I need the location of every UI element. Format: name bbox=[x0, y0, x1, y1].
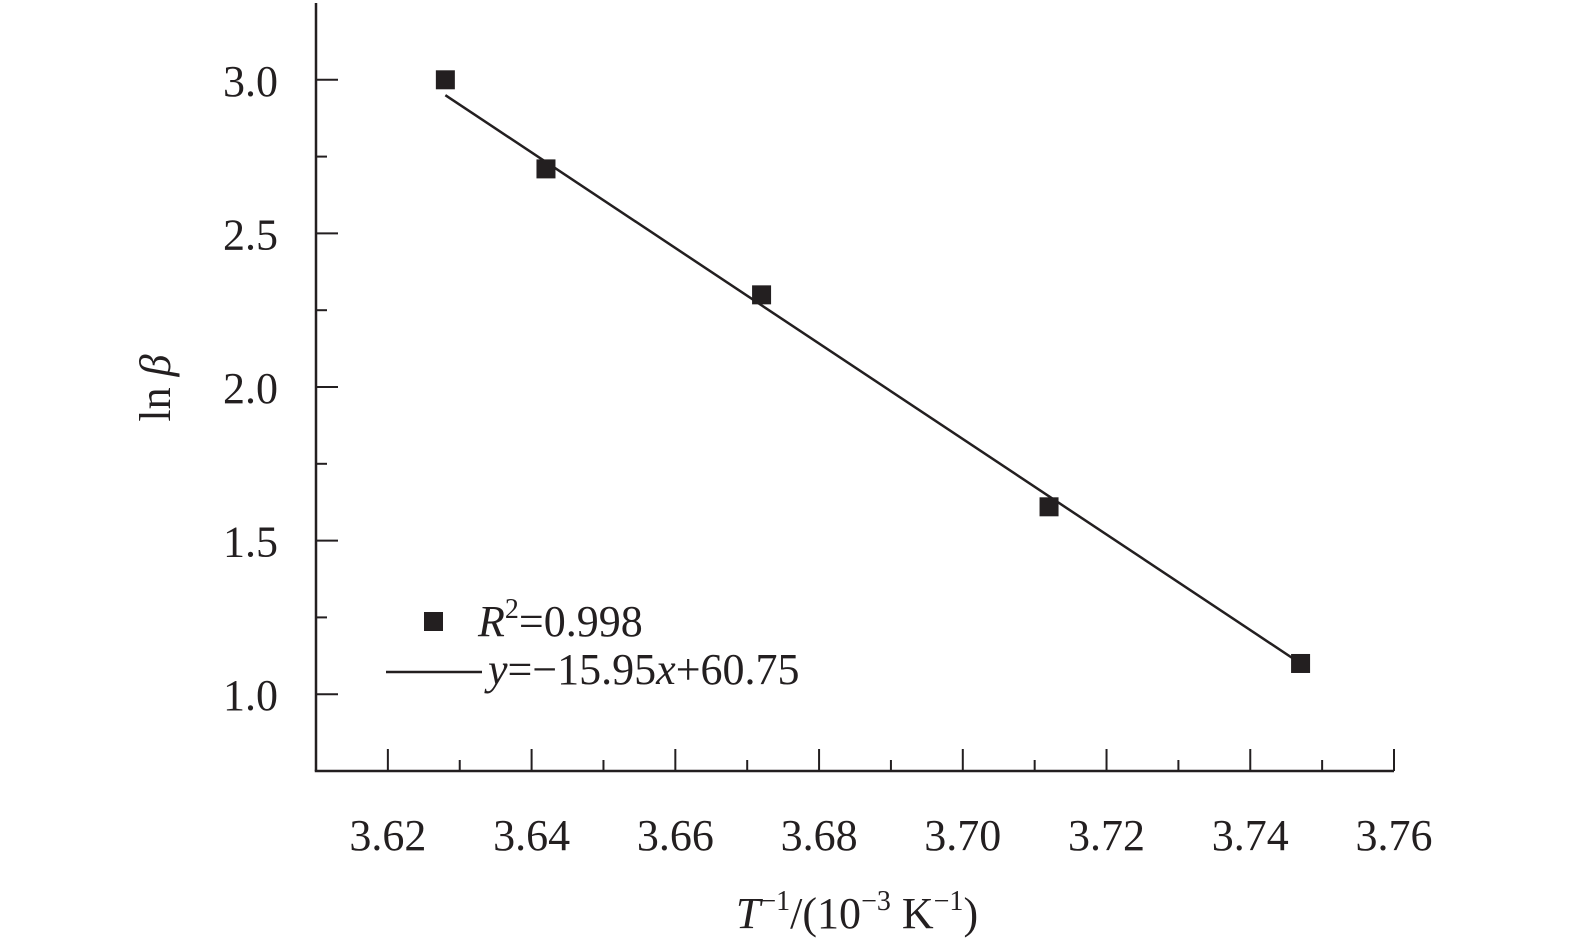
x-axis-title-exp3: −1 bbox=[934, 886, 964, 917]
data-points bbox=[435, 70, 1311, 673]
legend-r2-value: =0.998 bbox=[519, 597, 643, 646]
data-point bbox=[536, 159, 556, 179]
ticks bbox=[316, 78, 1395, 771]
x-axis-title-mid: /(10 bbox=[790, 889, 861, 938]
legend-marker-square bbox=[424, 612, 443, 631]
legend-eq-end: +60.75 bbox=[676, 645, 800, 694]
x-tick-label: 3.76 bbox=[1356, 811, 1433, 860]
y-axis-title-beta: β bbox=[131, 354, 180, 377]
x-tick-label: 3.70 bbox=[924, 811, 1001, 860]
data-point bbox=[1291, 653, 1311, 673]
legend-eq-mid: =−15.95 bbox=[508, 645, 657, 694]
fit-line bbox=[444, 94, 1302, 665]
x-tick-label: 3.62 bbox=[349, 811, 426, 860]
x-axis-title-exp1: −1 bbox=[760, 886, 790, 917]
legend-eq-x: x bbox=[655, 645, 676, 694]
fit-line-group bbox=[444, 94, 1302, 665]
x-tick-label: 3.72 bbox=[1068, 811, 1145, 860]
x-tick-label: 3.68 bbox=[781, 811, 858, 860]
tick-labels: 3.62 3.64 3.66 3.68 3.70 3.72 3.74 3.76 1.0 1.5 2.… bbox=[223, 57, 1433, 860]
data-point bbox=[1039, 497, 1059, 517]
x-tick-label: 3.64 bbox=[493, 811, 570, 860]
y-tick-label: 1.0 bbox=[223, 671, 278, 720]
x-axis-title: T−1/(10−3 K−1) bbox=[736, 886, 978, 938]
legend: R2=0.998 y=−15.95x+60.75 bbox=[386, 594, 800, 694]
x-axis-title-unit: K bbox=[891, 889, 934, 938]
x-axis-title-close: ) bbox=[963, 889, 978, 938]
y-axis-title-ln: ln bbox=[131, 376, 180, 421]
legend-r2-r: R bbox=[477, 597, 505, 646]
data-point bbox=[435, 70, 455, 90]
y-tick-label: 2.5 bbox=[223, 210, 278, 259]
data-point bbox=[752, 285, 772, 305]
y-axis-title: ln β bbox=[131, 354, 180, 421]
y-tick-label: 2.0 bbox=[223, 364, 278, 413]
y-tick-label: 1.5 bbox=[223, 518, 278, 567]
legend-eq-y: y bbox=[484, 645, 508, 694]
legend-equation-label: y=−15.95x+60.75 bbox=[484, 645, 800, 694]
x-tick-label: 3.66 bbox=[637, 811, 714, 860]
legend-r2-exp: 2 bbox=[505, 594, 519, 625]
axes bbox=[314, 3, 1394, 773]
y-tick-label: 3.0 bbox=[223, 57, 278, 106]
x-tick-label: 3.74 bbox=[1212, 811, 1289, 860]
x-axis-title-exp2: −3 bbox=[861, 886, 891, 917]
x-axis-title-t: T bbox=[736, 889, 764, 938]
legend-r2-label: R2=0.998 bbox=[477, 594, 643, 646]
